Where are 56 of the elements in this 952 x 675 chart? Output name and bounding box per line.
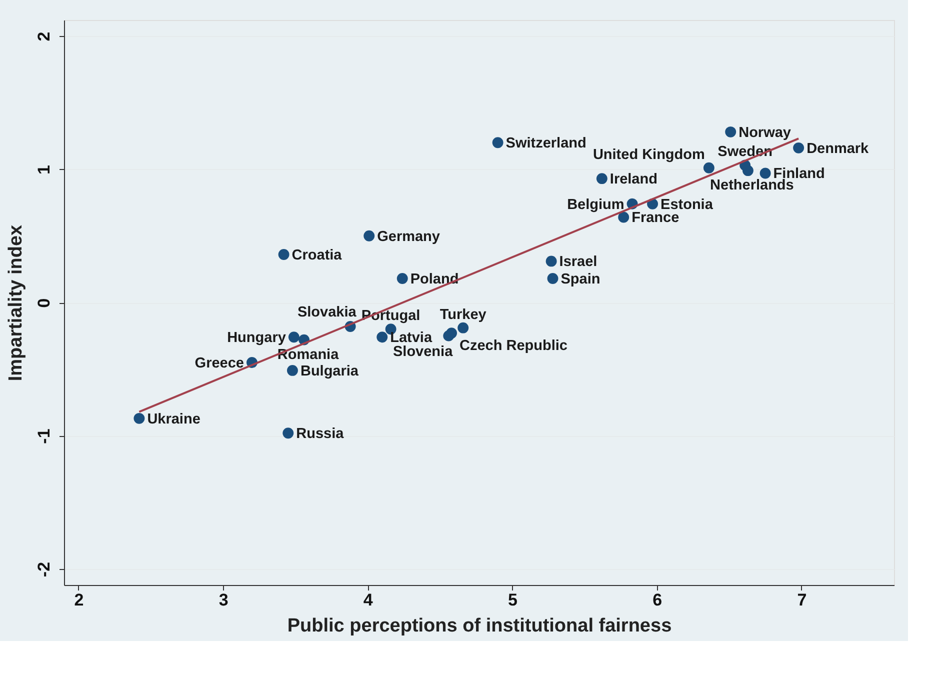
point xyxy=(546,256,557,267)
x-tick-label: 4 xyxy=(363,590,374,610)
y-tick-label: 0 xyxy=(34,298,54,308)
point xyxy=(596,173,608,184)
data-label: Spain xyxy=(560,272,600,288)
point xyxy=(446,328,458,339)
point xyxy=(618,212,630,223)
data-label: France xyxy=(632,210,680,226)
y-tick-label: 2 xyxy=(34,32,54,42)
data-label: Russia xyxy=(296,426,345,442)
data-label: Czech Republic xyxy=(460,338,568,354)
point xyxy=(703,162,714,174)
data-label: Ukraine xyxy=(147,411,200,428)
point xyxy=(288,332,300,343)
point xyxy=(364,230,375,242)
data-label: Denmark xyxy=(806,140,870,157)
data-label: Poland xyxy=(410,272,459,288)
point xyxy=(282,428,294,439)
data-label: Hungary xyxy=(227,330,286,346)
data-label: Switzerland xyxy=(506,136,586,152)
point xyxy=(793,142,804,154)
point xyxy=(376,332,388,343)
x-axis-title: Public perceptions of institutional fairness xyxy=(287,616,672,636)
x-tick-label: 6 xyxy=(652,590,662,610)
data-label: Norway xyxy=(738,124,791,141)
data-label: Germany xyxy=(377,228,440,245)
data-label: Slovenia xyxy=(392,344,454,360)
point xyxy=(396,273,408,284)
data-label: Ireland xyxy=(610,172,658,188)
point xyxy=(278,249,290,260)
point xyxy=(547,273,558,284)
y-tick-label: -1 xyxy=(34,428,54,444)
y-tick-label: -2 xyxy=(34,562,54,578)
data-label: Israel xyxy=(559,254,598,270)
x-tick-label: 7 xyxy=(797,590,807,610)
data-label: Latvia xyxy=(390,330,433,346)
data-label: Croatia xyxy=(292,248,343,264)
data-label: Slovakia xyxy=(297,304,358,320)
point xyxy=(725,126,736,138)
point xyxy=(458,322,469,334)
data-label: Greece xyxy=(194,355,244,372)
x-tick-label: 3 xyxy=(218,590,228,610)
data-label: Romania xyxy=(277,346,340,363)
data-label: Turkey xyxy=(440,306,486,323)
x-tick-label: 2 xyxy=(74,590,84,610)
data-label: Bulgaria xyxy=(300,363,360,380)
y-tick-label: 1 xyxy=(34,165,54,174)
data-label: Belgium xyxy=(567,196,624,213)
point xyxy=(134,412,145,424)
y-axis-title: Impartiality index xyxy=(6,224,26,382)
point xyxy=(760,168,771,179)
data-label: Estonia xyxy=(660,196,714,213)
x-tick-label: 5 xyxy=(508,590,518,610)
data-label: United Kingdom xyxy=(592,146,705,163)
point xyxy=(286,364,298,376)
point xyxy=(492,137,504,148)
